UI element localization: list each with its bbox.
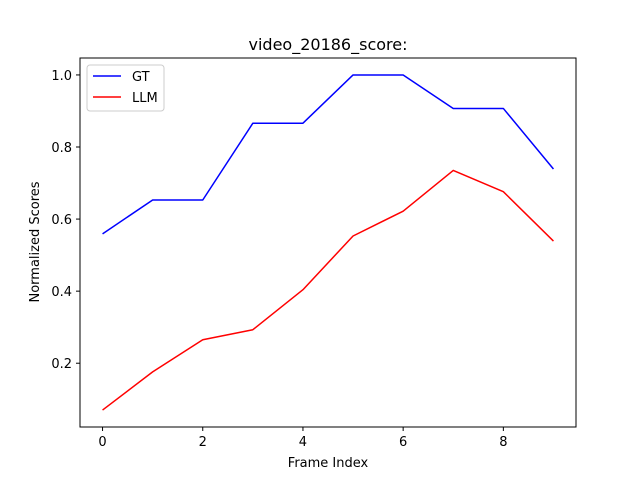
plot-area-frame — [79, 57, 577, 428]
chart-title: video_20186_score: — [249, 35, 408, 55]
x-tick-label: 4 — [299, 435, 307, 450]
x-tick-label: 2 — [199, 435, 207, 450]
legend-label-gt: GT — [132, 70, 150, 85]
y-tick-label: 1.0 — [51, 69, 72, 84]
y-axis-ticks: 0.2 0.4 0.6 0.8 1.0 — [51, 69, 80, 372]
series-line-gt — [102, 74, 555, 235]
legend-label-llm: LLM — [132, 91, 158, 106]
y-tick-label: 0.8 — [51, 141, 72, 156]
series-line-llm — [102, 169, 554, 411]
y-tick-label: 0.4 — [51, 285, 72, 300]
series-lines — [102, 74, 555, 411]
y-tick-label: 0.6 — [51, 213, 72, 228]
y-tick-label: 0.2 — [51, 357, 72, 372]
y-axis-label: Normalized Scores — [28, 181, 43, 302]
x-tick-label: 0 — [98, 435, 106, 450]
x-tick-label: 6 — [399, 435, 407, 450]
legend: GT LLM — [86, 64, 165, 112]
x-axis-ticks: 0 2 4 6 8 — [98, 427, 507, 450]
x-tick-label: 8 — [499, 435, 507, 450]
x-axis-label: Frame Index — [288, 456, 369, 471]
